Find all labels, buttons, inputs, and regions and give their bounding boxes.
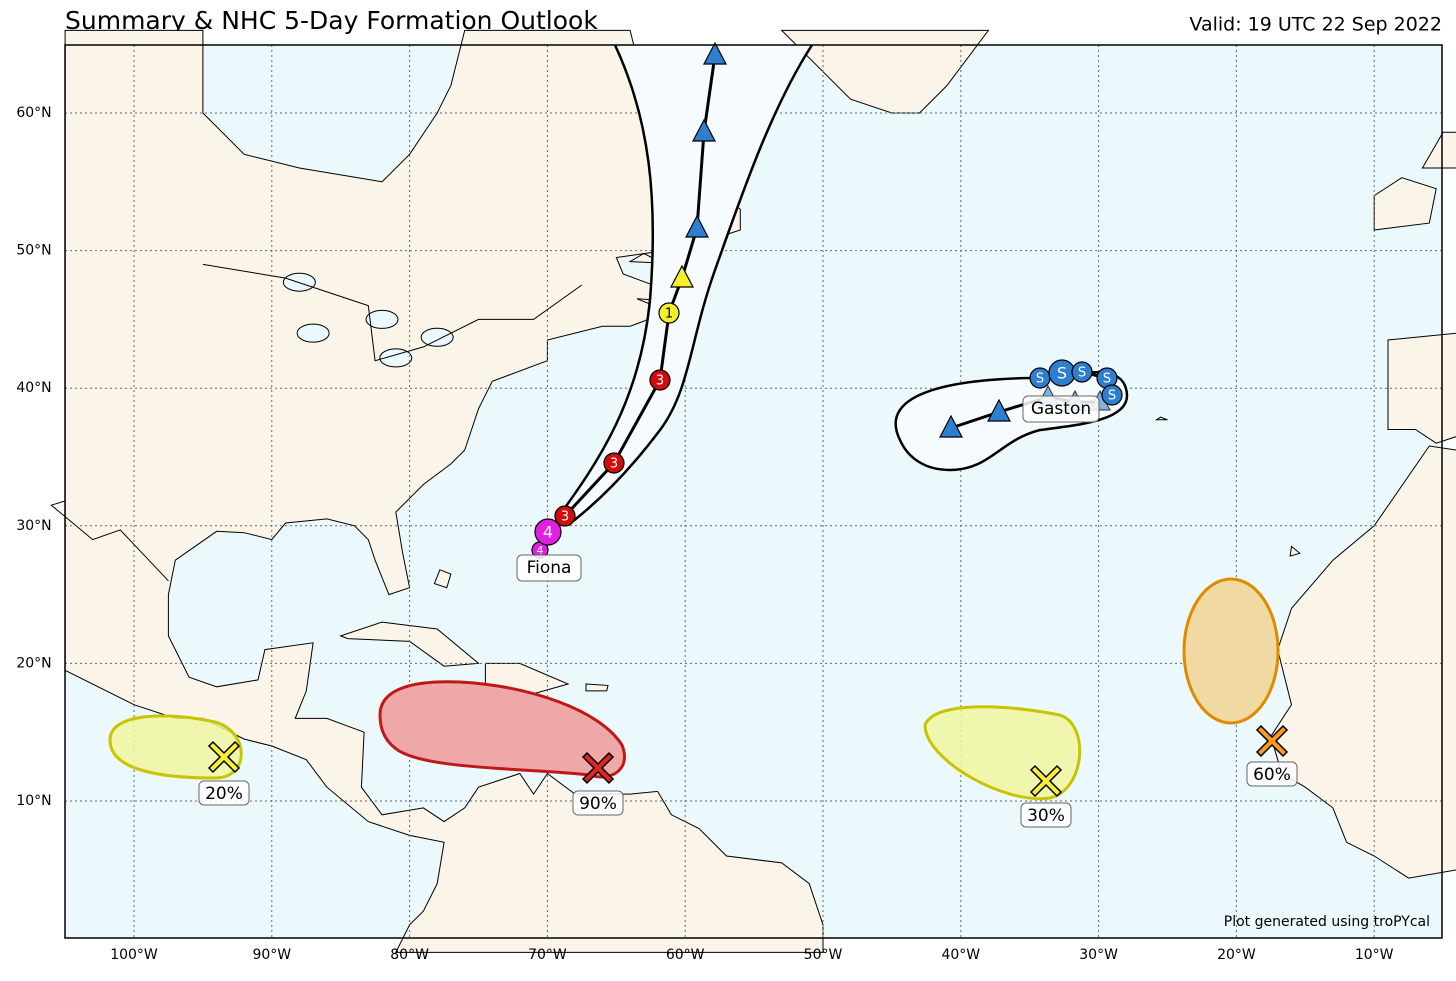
lat-label: 30°N xyxy=(16,518,51,534)
land-area xyxy=(339,621,480,667)
marker-label: 3 xyxy=(561,510,569,525)
storm-marker xyxy=(1071,361,1093,383)
marker-label: S xyxy=(1057,364,1067,383)
land-area xyxy=(585,683,609,692)
label-box xyxy=(1246,761,1298,787)
cone-edge xyxy=(554,44,655,521)
lat-label: 60°N xyxy=(16,105,51,121)
lake xyxy=(379,348,413,368)
land-area xyxy=(1421,131,1456,169)
land-area xyxy=(1289,545,1301,557)
lon-label: 70°W xyxy=(528,947,567,963)
outlook-label: 30% xyxy=(1027,806,1065,826)
lon-label: 20°W xyxy=(1217,947,1256,963)
triangle xyxy=(987,398,1011,422)
lon-label: 30°W xyxy=(1079,947,1118,963)
storm-marker xyxy=(603,452,625,474)
storm-marker xyxy=(554,505,576,527)
lon-label: 80°W xyxy=(390,947,429,963)
storm-marker xyxy=(658,302,680,324)
outlook-label: 20% xyxy=(205,784,243,804)
land-area xyxy=(433,569,452,589)
outlook-area xyxy=(1182,577,1280,725)
label-box xyxy=(1020,802,1072,828)
marker-label: 4 xyxy=(543,523,553,542)
marker-label: 3 xyxy=(656,374,664,389)
marker-label: S xyxy=(1103,372,1111,387)
marker-label: S xyxy=(1108,389,1116,404)
marker-label: 4 xyxy=(537,544,544,557)
storm-name: Fiona xyxy=(527,558,572,578)
outlook-x xyxy=(1255,724,1289,758)
lat-label: 40°N xyxy=(16,380,51,396)
lon-label: 90°W xyxy=(252,947,291,963)
outlook-label: 90% xyxy=(579,794,617,814)
land-area xyxy=(1154,416,1168,421)
border xyxy=(50,500,169,582)
triangle xyxy=(939,414,963,438)
label-box xyxy=(516,554,582,582)
lake xyxy=(296,323,330,343)
lon-label: 60°W xyxy=(666,947,705,963)
label-box xyxy=(198,780,250,806)
border xyxy=(202,263,583,362)
lon-label: 50°W xyxy=(804,947,843,963)
storm-marker xyxy=(649,369,671,391)
storm-marker xyxy=(534,518,562,546)
outlook-area xyxy=(108,714,243,780)
marker-label: S xyxy=(1078,366,1086,381)
label-box xyxy=(1022,395,1100,423)
outlook-x xyxy=(1029,764,1063,798)
outlook-x xyxy=(207,740,241,774)
storm-name: Gaston xyxy=(1031,399,1091,419)
map-frame xyxy=(64,44,1443,939)
marker-label: 1 xyxy=(665,307,673,322)
valid-time: Valid: 19 UTC 22 Sep 2022 xyxy=(1189,14,1442,36)
triangle xyxy=(670,264,694,288)
lat-label: 20°N xyxy=(16,655,51,671)
label-box xyxy=(572,790,624,816)
marker-label: 3 xyxy=(610,457,618,472)
lat-label: 50°N xyxy=(16,243,51,259)
lake xyxy=(365,309,399,329)
outlook-area xyxy=(378,680,626,779)
land xyxy=(50,29,1456,953)
lake xyxy=(420,327,454,347)
grid: 60°N 50°N 40°N 30°N 20°N 10°N 100°W 90°W 80°W 70°… xyxy=(16,45,1442,963)
lon-label: 100°W xyxy=(110,947,158,963)
outlook-x xyxy=(581,751,615,785)
lon-label: 40°W xyxy=(941,947,980,963)
lat-label: 10°N xyxy=(16,793,51,809)
triangle xyxy=(692,118,716,142)
marker-label: S xyxy=(1036,372,1044,387)
credit: Plot generated using troPYcal xyxy=(1224,914,1430,930)
triangle xyxy=(685,214,709,238)
cone-edge xyxy=(571,44,814,523)
lon-label: 10°W xyxy=(1355,947,1394,963)
outlook-label: 60% xyxy=(1253,765,1291,785)
triangle xyxy=(703,41,727,65)
storm-marker xyxy=(1101,384,1123,406)
